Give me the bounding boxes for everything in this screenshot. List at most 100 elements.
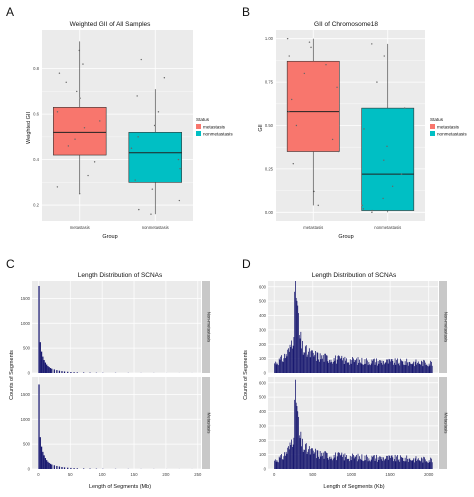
panel-d-bar xyxy=(356,454,357,469)
panel-d-bar xyxy=(333,454,335,469)
panel-d-bar xyxy=(274,361,276,373)
panel-d-bar xyxy=(278,358,280,373)
panel-d-bar xyxy=(335,452,336,469)
panel-d-bar xyxy=(368,362,370,373)
panel-d-bar xyxy=(370,461,371,469)
panel-d-bar xyxy=(356,461,358,469)
panel-d-bar xyxy=(359,456,360,469)
panel-c-xtick-label: 100 xyxy=(99,472,107,477)
panel-a-jitter-point xyxy=(93,161,96,163)
panel-d-bar xyxy=(370,459,372,469)
panel-d-bar xyxy=(431,458,432,469)
panel-a-xtick-label: metastasis xyxy=(70,225,90,230)
panel-b-jitter-point xyxy=(286,37,289,40)
panel-c-bar xyxy=(51,464,53,469)
panel-d-bar xyxy=(396,456,398,469)
panel-d-bar xyxy=(385,362,387,373)
panel-c-bar xyxy=(49,368,52,373)
panel-c-bar xyxy=(38,384,40,469)
panel-d-bar xyxy=(285,451,287,469)
panel-d-ytick-label: 200 xyxy=(259,438,267,443)
panel-d-bar xyxy=(424,360,425,373)
panel-a-jitter-point xyxy=(82,63,84,65)
panel-d-bar xyxy=(387,359,388,373)
panel-d-bar xyxy=(283,358,285,373)
panel-letter-a: A xyxy=(6,5,14,19)
panel-d-bar xyxy=(328,362,330,373)
panel-a-jitter-point xyxy=(74,138,76,140)
panel-d-bar xyxy=(363,364,364,373)
panel-d-bar xyxy=(388,358,390,373)
panel-d-bar xyxy=(327,458,329,469)
panel-d-bar xyxy=(353,454,354,469)
panel-d-bar xyxy=(350,460,352,469)
panel-d-bar xyxy=(419,363,421,373)
panel-d-bar xyxy=(289,442,291,469)
panel-d-bar xyxy=(313,453,315,469)
panel-d-bar xyxy=(298,435,300,469)
panel-d-bar xyxy=(339,356,340,373)
panel-a-jitter-point xyxy=(153,124,156,127)
panel-d-bar xyxy=(329,459,331,469)
panel-d-bar xyxy=(419,460,421,469)
panel-a-jitter-point xyxy=(78,193,81,195)
panel-c-bar xyxy=(58,466,61,469)
panel-d-bar xyxy=(278,456,280,469)
panel-d-bar xyxy=(370,365,371,373)
panel-d-bar xyxy=(287,447,289,469)
panel-b-xtick-label: nonmetastasis xyxy=(374,225,401,230)
panel-d-bar xyxy=(335,355,336,373)
panel-d-bar xyxy=(304,352,306,373)
panel-d-bar xyxy=(323,458,325,469)
panel-d-bar xyxy=(281,361,283,373)
panel-d-bar xyxy=(386,455,387,469)
panel-d-bar xyxy=(415,456,417,469)
panel-d-bar xyxy=(336,456,338,469)
panel-d-bar xyxy=(295,297,297,373)
panel-d-bar xyxy=(334,457,336,469)
panel-d-ytick-label: 300 xyxy=(259,423,267,428)
panel-b-ytick-label: 0.25 xyxy=(265,166,274,171)
panel-d-bar xyxy=(349,359,351,373)
panel-d-bar xyxy=(378,459,380,469)
panel-d-bar xyxy=(378,363,380,373)
panel-d-bar xyxy=(322,358,323,373)
panel-c-bar xyxy=(53,369,55,373)
panel-c-bar xyxy=(39,342,41,373)
panel-d-bar xyxy=(288,446,289,469)
panel-d-bar xyxy=(351,360,353,373)
panel-d-bar xyxy=(403,460,404,469)
panel-d-bar xyxy=(346,455,347,469)
panel-b-ytick-label: 0.50 xyxy=(265,123,274,128)
panel-a-jitter-point xyxy=(134,179,136,181)
panel-d-histogram: Length Distribution of SCNAs Counts of S… xyxy=(243,272,449,490)
panel-b-box-nonmetastasis xyxy=(361,107,415,211)
panel-b-legend-label-metastasis: metastasis xyxy=(437,125,460,130)
panel-d-bar xyxy=(302,438,303,469)
panel-c-bar xyxy=(51,368,53,373)
panel-d-bar xyxy=(423,359,425,373)
panel-d-bar xyxy=(344,453,346,469)
panel-d-bar xyxy=(426,461,428,469)
panel-c-ytick-label: 500 xyxy=(23,346,31,351)
panel-d-bar xyxy=(298,313,299,373)
panel-d-bar xyxy=(407,365,409,373)
panel-c-histogram: Length Distribution of SCNAs Counts of S… xyxy=(9,272,212,490)
panel-d-bar xyxy=(386,359,387,373)
panel-d-bar xyxy=(409,458,411,469)
panel-d-bar xyxy=(315,360,317,373)
panel-d-bar xyxy=(374,364,376,373)
panel-d-bar xyxy=(280,356,282,373)
panel-d-bar xyxy=(293,437,295,469)
panel-b-jitter-point xyxy=(362,208,365,210)
panel-d-bar xyxy=(339,358,341,373)
panel-d-bar xyxy=(280,455,282,469)
panel-d-bar xyxy=(286,453,288,469)
panel-d-bar xyxy=(356,364,358,373)
panel-d-bar xyxy=(387,363,389,373)
panel-d-bar xyxy=(354,456,356,469)
panel-a-jitter-point xyxy=(56,186,59,188)
panel-d-bar xyxy=(404,364,405,373)
panel-c-ytick-label: 500 xyxy=(23,442,31,447)
panel-c-xtick-label: 150 xyxy=(131,472,139,477)
